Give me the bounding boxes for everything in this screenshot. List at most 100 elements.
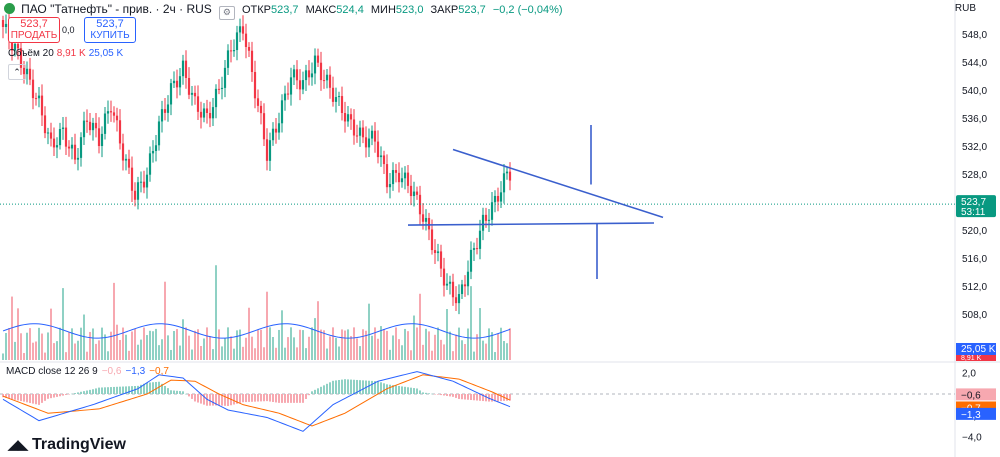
volume-bar <box>269 327 271 360</box>
candle-body <box>121 143 125 161</box>
price-tick-label: 536,0 <box>962 114 987 125</box>
volume-bar <box>257 330 259 360</box>
candle-body <box>301 80 305 90</box>
candle-body <box>337 96 341 98</box>
volume-legend[interactable]: Объём 20 8,91 K 25,05 K <box>8 48 123 59</box>
tradingview-logo[interactable]: ◢◣ TradingView <box>8 436 126 454</box>
settings-icon[interactable]: ⚙ <box>218 6 235 20</box>
macd-histogram-bar <box>368 380 370 394</box>
macd-histogram-bar <box>50 394 52 399</box>
macd-histogram-bar <box>20 394 22 402</box>
macd-histogram-bar <box>338 380 340 394</box>
volume-bar <box>407 331 409 360</box>
candle-body <box>283 93 287 101</box>
candle-body <box>67 146 71 149</box>
macd-histogram-bar <box>29 394 31 403</box>
macd-histogram-bar <box>200 394 202 404</box>
candle-body <box>334 97 338 102</box>
volume-bar <box>167 335 169 360</box>
candle-body <box>490 202 494 220</box>
candle-body <box>499 192 503 202</box>
candle-body <box>268 140 272 161</box>
volume-bar <box>26 332 28 360</box>
macd-histogram-bar <box>413 388 415 394</box>
volume-bar <box>17 308 19 360</box>
volume-bar <box>80 327 82 360</box>
candle-body <box>211 107 215 119</box>
candle-body <box>307 70 311 78</box>
volume-bar <box>47 332 49 360</box>
candle-body <box>394 170 398 173</box>
volume-bar <box>401 345 403 360</box>
volume-bar <box>233 348 235 360</box>
currency-label[interactable]: RUB <box>954 3 976 14</box>
volume-bar <box>359 346 361 360</box>
macd-legend[interactable]: MACD close 12 26 9 −0,6 −1,3 −0,7 <box>6 366 169 377</box>
volume-bar <box>200 345 202 360</box>
macd-histogram-bar <box>104 387 106 394</box>
macd-histogram-bar <box>431 393 433 395</box>
candle-body <box>46 132 50 134</box>
volume-bar <box>509 328 511 360</box>
volume-bar <box>179 345 181 360</box>
spread-value: 0,0 <box>62 25 75 35</box>
candle-body <box>340 96 344 114</box>
volume-bar <box>404 328 406 360</box>
volume-bar <box>467 328 469 360</box>
volume-bar <box>419 293 421 360</box>
candle-body <box>436 251 440 254</box>
volume-bar <box>392 335 394 360</box>
symbol-title[interactable]: ПАО "Татнефть" - прив. · 2ч · RUS <box>21 2 212 16</box>
candle-body <box>148 153 152 175</box>
buy-label: КУПИТЬ <box>90 30 130 41</box>
sell-button[interactable]: 523,7 ПРОДАТЬ <box>8 17 60 43</box>
macd-histogram-bar <box>458 394 460 399</box>
volume-ma-axis-label: 25,05 K <box>961 344 996 355</box>
macd-histogram-bar <box>41 394 43 403</box>
volume-bar <box>104 334 106 360</box>
candle-body <box>295 69 299 81</box>
candle-body <box>310 73 314 78</box>
candle-body <box>214 88 218 108</box>
collapse-legend-button[interactable]: ⌃ <box>8 64 26 80</box>
candle-body <box>262 113 266 140</box>
candle-body <box>469 249 473 272</box>
volume-bar <box>422 344 424 360</box>
ohlc-open: 523,7 <box>270 4 299 16</box>
candle-body <box>94 122 98 129</box>
ohlc-low: 523,0 <box>395 4 424 16</box>
volume-bar <box>437 327 439 360</box>
macd-histogram-bar <box>314 389 316 394</box>
candle-body <box>244 33 248 47</box>
volume-bar <box>305 348 307 360</box>
macd-histogram-bar <box>128 386 130 394</box>
candle-body <box>169 83 173 105</box>
macd-histogram-bar <box>71 393 73 395</box>
macd-histogram-bar <box>197 394 199 403</box>
macd-histogram-bar <box>263 394 265 402</box>
last-price-badge <box>956 195 996 218</box>
macd-histogram-bar <box>359 380 361 394</box>
macd-histogram-bar <box>350 379 352 394</box>
volume-bar <box>149 330 151 360</box>
macd-histogram-bar <box>179 391 181 394</box>
macd-histogram-bar <box>203 394 205 405</box>
volume-bar <box>170 349 172 360</box>
volume-bar <box>335 338 337 360</box>
macd-signal-value: −0,7 <box>149 366 169 377</box>
macd-histogram-bar <box>161 383 163 394</box>
buy-button[interactable]: 523,7 КУПИТЬ <box>84 17 136 43</box>
volume-bar <box>218 329 220 360</box>
macd-histogram-bar <box>272 394 274 402</box>
macd-histogram-bar <box>476 394 478 401</box>
candle-body <box>328 74 332 88</box>
candle-body <box>34 98 38 100</box>
macd-histogram-bar <box>83 391 85 394</box>
volume-bar <box>377 338 379 360</box>
macd-histogram-bar <box>509 394 511 401</box>
candle-body <box>16 43 20 49</box>
macd-histogram-bar <box>140 384 142 394</box>
macd-histogram-bar <box>212 394 214 406</box>
candle-body <box>346 114 350 122</box>
